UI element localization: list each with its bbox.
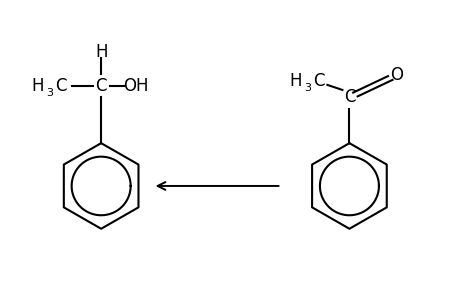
Text: H: H	[289, 72, 302, 90]
Text: OH: OH	[124, 76, 149, 95]
Text: 3: 3	[46, 88, 53, 98]
Text: H: H	[32, 76, 44, 95]
Text: C: C	[313, 72, 325, 90]
Text: 3: 3	[304, 83, 311, 93]
Text: C: C	[55, 76, 67, 95]
Text: H: H	[95, 42, 108, 61]
Text: O: O	[390, 66, 403, 84]
Text: C: C	[95, 76, 107, 95]
Text: C: C	[344, 88, 355, 106]
